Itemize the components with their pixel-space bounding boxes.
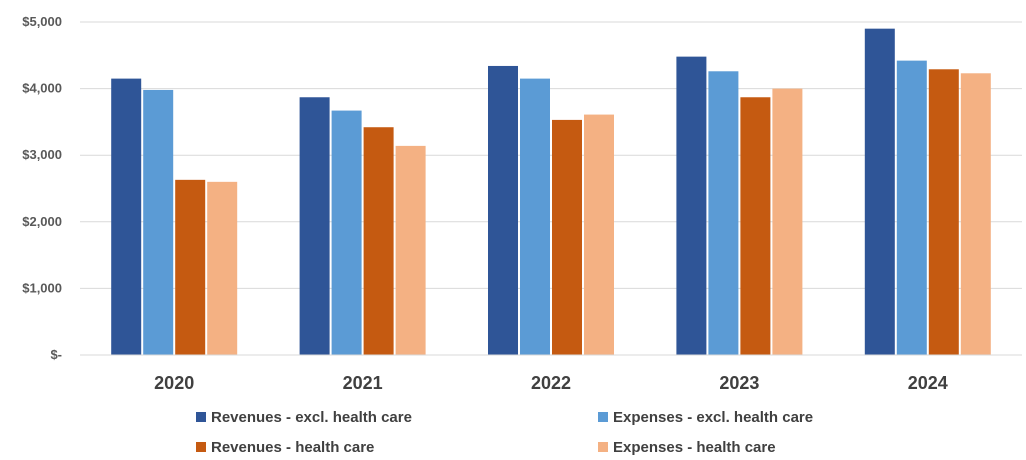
legend-swatch [196,412,206,422]
bar-2023-series-2 [708,71,739,355]
legend-swatch [598,412,608,422]
legend-item: Revenues - health care [196,439,374,456]
legend-label: Expenses - health care [613,439,776,456]
legend-item: Revenues - excl. health care [196,409,412,426]
bar-2024-series-1 [864,28,895,355]
bar-2022-series-4 [584,114,614,355]
legend-label: Expenses - excl. health care [613,409,813,426]
y-tick-label: $4,000 [22,81,62,96]
y-tick-label: $1,000 [22,280,62,295]
y-tick-label: $5,000 [22,14,62,29]
bar-2021-series-2 [331,110,362,355]
legend-swatch [196,442,206,452]
bar-2024-series-2 [896,60,927,356]
bar-2021-series-3 [363,127,394,355]
bar-2020-series-4 [207,181,238,355]
x-category-label: 2020 [154,373,194,393]
bar-2024-series-3 [928,69,959,355]
bar-2020-series-1 [111,78,142,356]
legend-swatch [598,442,608,452]
bar-2020-series-3 [175,179,206,355]
legend-item: Expenses - health care [598,439,776,456]
bar-2022-series-2 [520,78,550,356]
legend-label: Revenues - excl. health care [211,409,412,426]
x-category-label: 2021 [343,373,383,393]
y-axis-tick-labels: $- $1,000 $2,000 $3,000 $4,000 $5,000 [22,14,62,362]
bar-2022-series-3 [552,119,582,355]
legend: Revenues - excl. health care Expenses - e… [196,409,813,456]
x-category-label: 2023 [719,373,759,393]
bar-2020-series-2 [143,89,174,355]
bar-2023-series-1 [676,56,707,356]
y-tick-label: $- [50,347,62,362]
x-category-label: 2024 [908,373,948,393]
bar-2024-series-4 [960,73,991,356]
bar-2023-series-3 [740,97,771,356]
legend-label: Revenues - health care [211,439,374,456]
bars [111,28,991,356]
bar-2021-series-4 [395,145,426,355]
x-category-label: 2022 [531,373,571,393]
bar-2023-series-4 [772,88,803,355]
bar-2021-series-1 [299,97,330,356]
legend-item: Expenses - excl. health care [598,409,813,426]
bar-2022-series-1 [488,65,518,356]
y-tick-label: $3,000 [22,147,62,162]
x-axis-category-labels: 2020 2021 2022 2023 2024 [154,373,948,393]
y-tick-label: $2,000 [22,214,62,229]
